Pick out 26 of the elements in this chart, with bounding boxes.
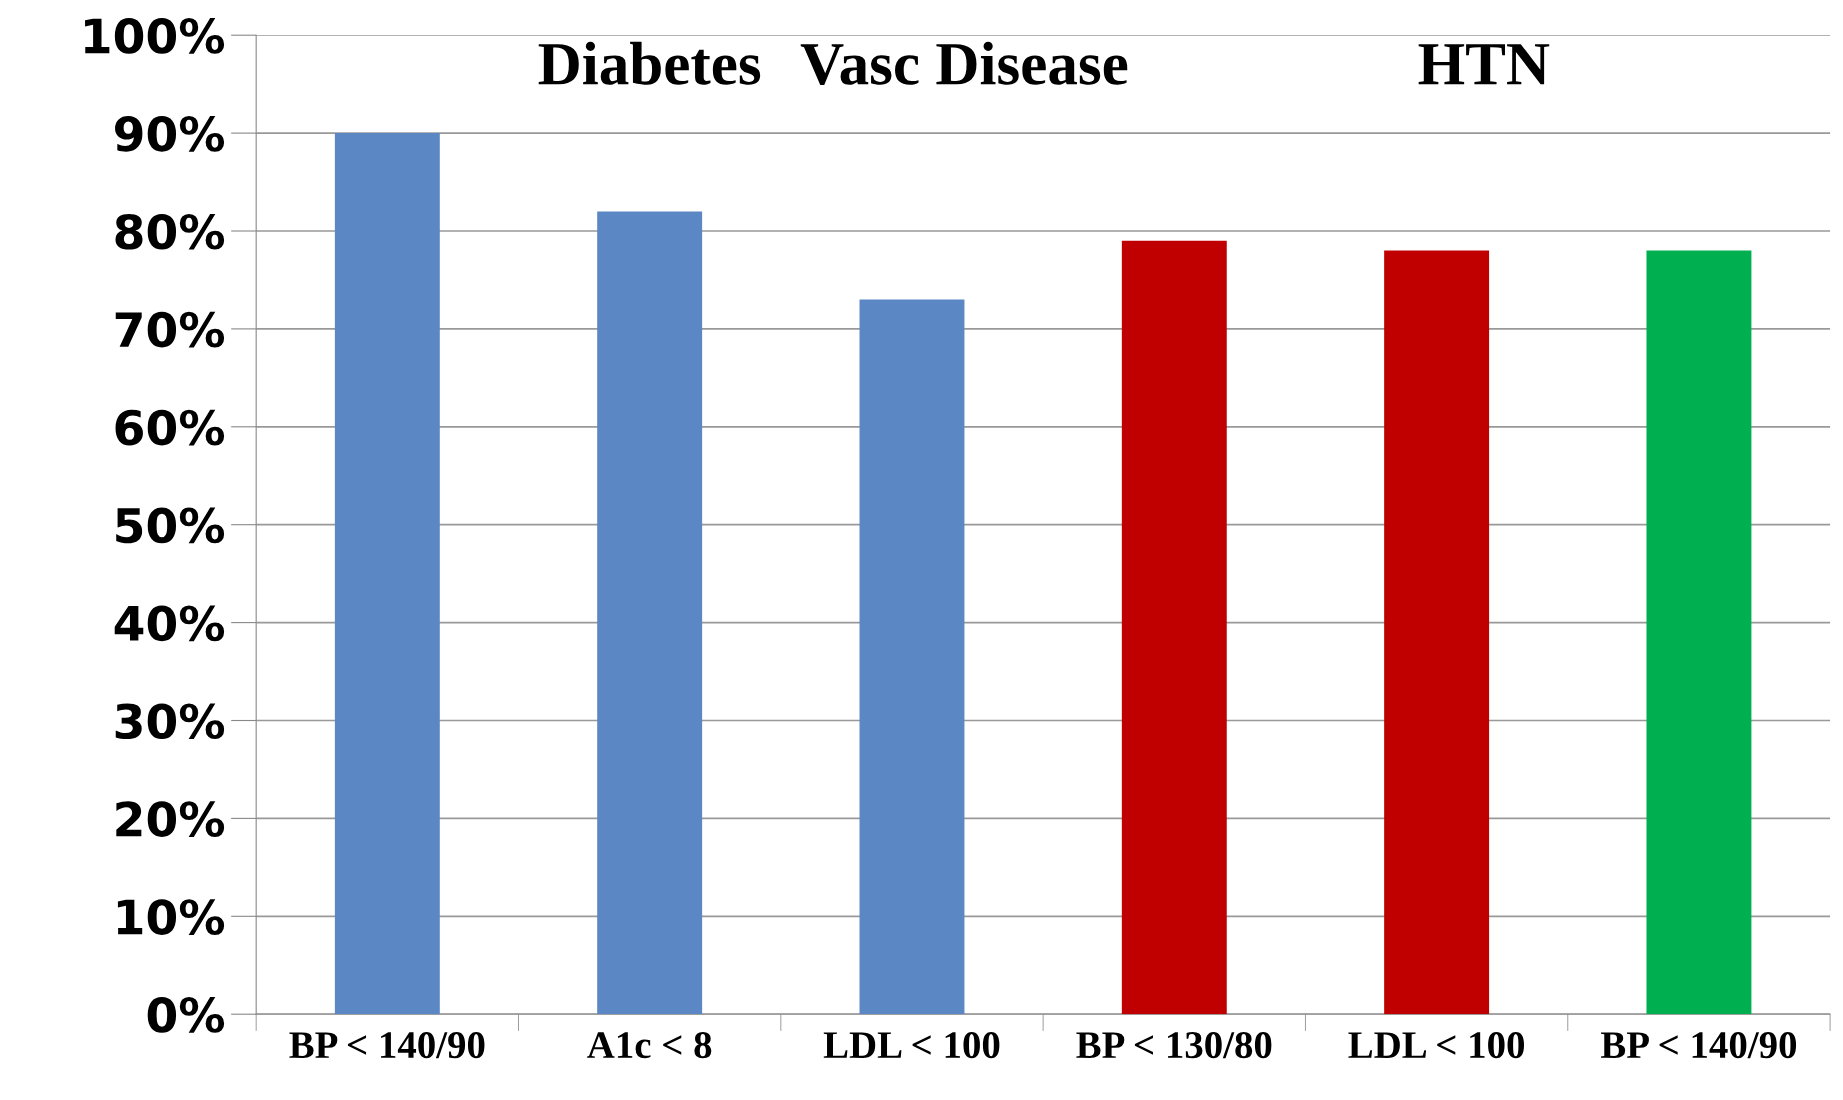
y-tick-label: 60%: [115, 409, 225, 446]
x-tick-label: BP < 130/80: [1076, 1031, 1272, 1059]
x-tick-label: BP < 140/90: [1600, 1031, 1797, 1059]
x-tick-label: LDL < 100: [823, 1031, 1000, 1059]
y-tick-label: 70%: [115, 311, 225, 348]
x-tick-label: BP < 140/90: [289, 1031, 485, 1059]
x-tick-label: A1c < 8: [587, 1031, 712, 1059]
bar: [597, 211, 703, 1015]
y-tick-label: 100%: [85, 18, 225, 54]
y-tick-label: 20%: [116, 801, 225, 838]
bar: [1384, 250, 1490, 1015]
bar: [1646, 250, 1752, 1015]
y-tick-label: 50%: [116, 507, 225, 544]
x-tick-label: LDL < 100: [1348, 1031, 1525, 1059]
bar: [859, 299, 965, 1015]
bar: [1121, 240, 1227, 1015]
annotation: Vasc Disease: [800, 41, 1128, 86]
y-tick-label: 30%: [115, 703, 225, 740]
y-tick-label: 90%: [115, 115, 225, 152]
y-tick-label: 10%: [117, 899, 225, 935]
bar: [334, 133, 440, 1015]
y-tick-label: 40%: [114, 605, 225, 642]
annotation: HTN: [1418, 44, 1550, 85]
y-tick-label: 80%: [115, 213, 225, 250]
annotation: Diabetes: [538, 41, 761, 85]
y-tick-label: 0%: [147, 997, 225, 1033]
